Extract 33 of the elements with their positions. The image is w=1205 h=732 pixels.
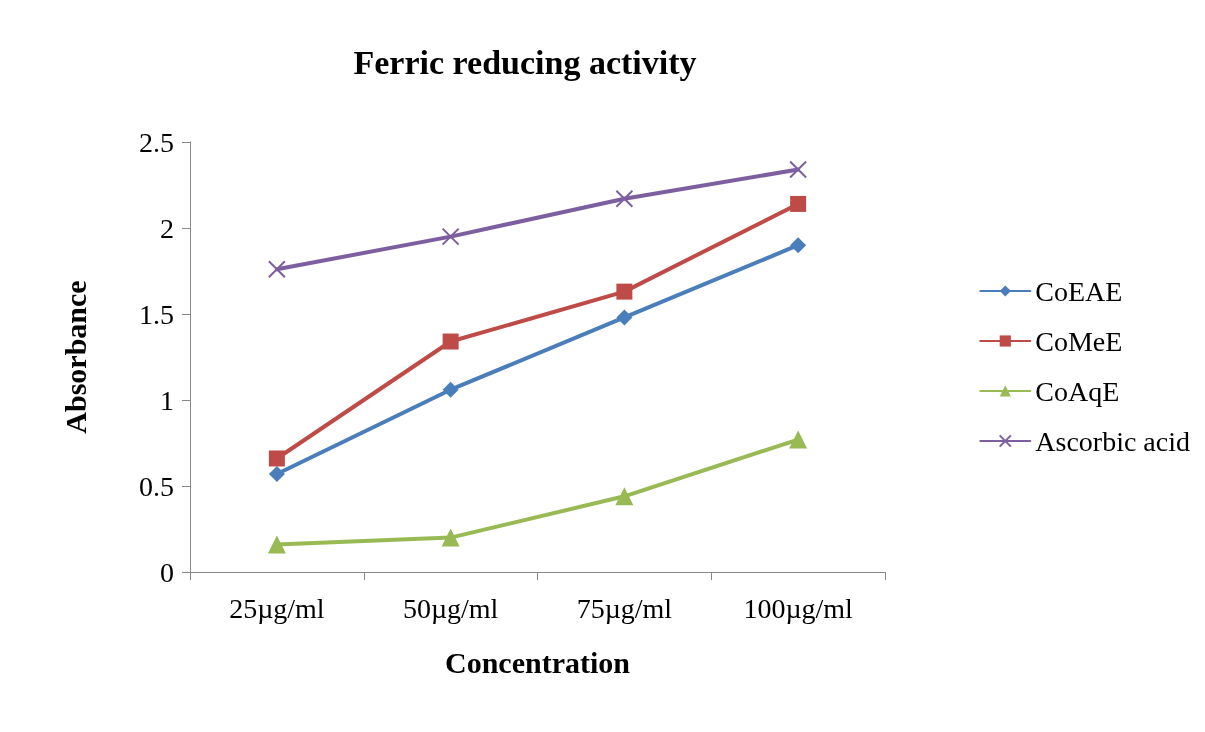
point (268, 450, 285, 467)
x-tick-label: 50µg/ml (402, 592, 499, 624)
x-tick-label: 100µg/ml (743, 592, 854, 624)
point (267, 535, 286, 554)
point (267, 260, 286, 279)
legend-label: Ascorbic acid (1035, 425, 1191, 457)
point (442, 381, 459, 398)
legend-label: CoMeE (1035, 325, 1123, 357)
point (441, 227, 460, 246)
legend-label: CoAqE (1035, 375, 1120, 407)
y-tick-label: 0 (160, 556, 174, 588)
y-tick-label: 2.5 (139, 126, 174, 158)
point (616, 283, 633, 300)
point (616, 309, 633, 326)
point (790, 237, 807, 254)
y-tick-label: 1 (160, 384, 174, 416)
y-tick-label: 1.5 (139, 298, 174, 330)
chart-title: Ferric reducing activity (353, 43, 697, 81)
point (442, 333, 459, 350)
y-tick-label: 2 (160, 212, 174, 244)
point (789, 430, 808, 449)
y-axis-title: Absorbance (58, 280, 92, 434)
point (615, 189, 634, 208)
point (268, 465, 285, 482)
point (789, 160, 808, 179)
x-axis-title: Concentration (445, 645, 631, 679)
point (441, 528, 460, 547)
x-tick-label: 25µg/ml (229, 592, 325, 624)
point (790, 195, 807, 212)
point (615, 487, 634, 506)
x-tick-label: 75µg/ml (576, 592, 673, 624)
legend-label: CoEAE (1035, 275, 1123, 307)
y-tick-label: 0.5 (139, 470, 174, 502)
